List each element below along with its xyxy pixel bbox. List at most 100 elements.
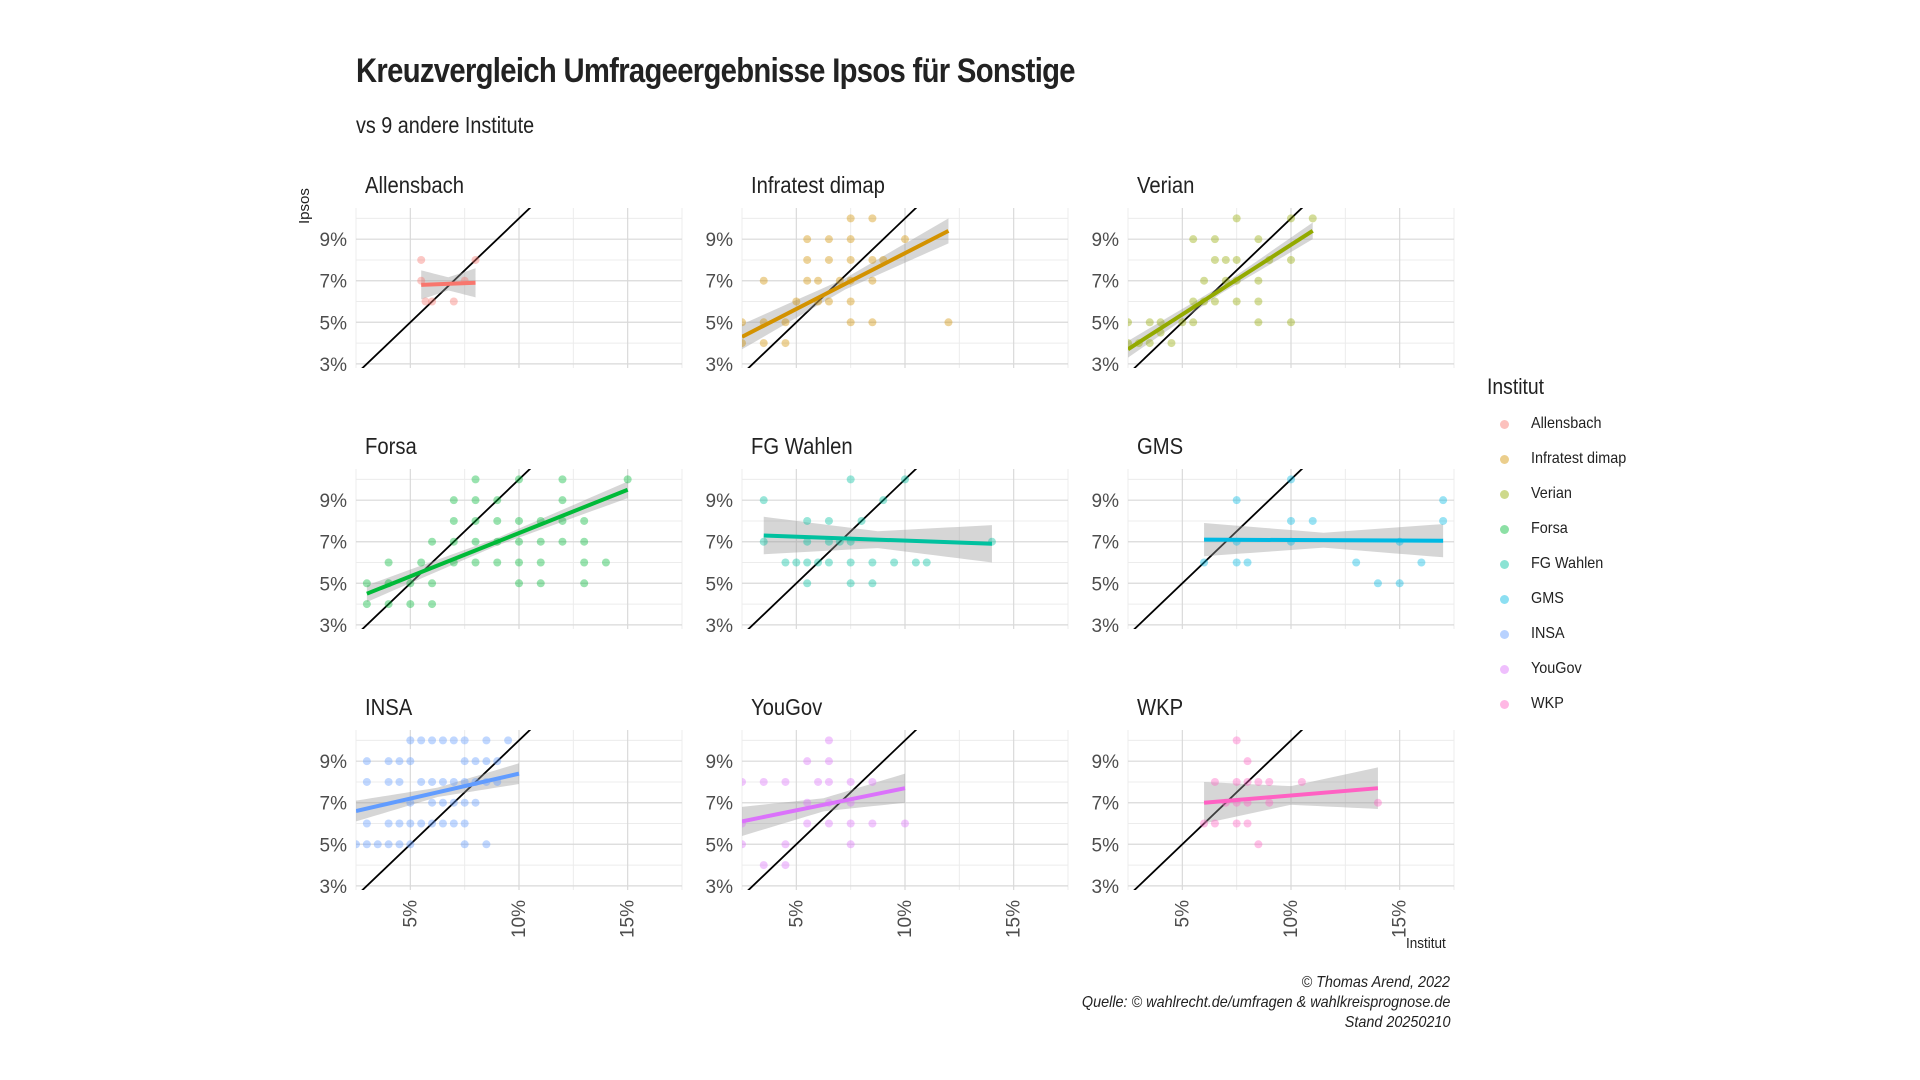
data-point: [362, 757, 371, 766]
data-point: [803, 276, 812, 285]
x-tick-label: 10%: [509, 900, 530, 938]
data-point: [395, 777, 404, 786]
data-point: [471, 516, 480, 525]
data-point: [460, 757, 469, 766]
data-point: [536, 537, 545, 546]
data-point: [901, 475, 909, 484]
data-point: [1210, 235, 1219, 244]
reference-line-y-equals-x: [361, 469, 532, 629]
data-point: [803, 558, 812, 567]
data-point: [824, 255, 833, 264]
y-tick-label: 5%: [320, 313, 348, 334]
data-point: [835, 276, 844, 285]
legend-key-dot: [1500, 664, 1509, 674]
data-point: [814, 558, 823, 567]
panel-infratest-dimap: 3% 5% 7% 9%: [706, 208, 1069, 376]
data-point: [438, 798, 447, 807]
legend-key-dot: [1500, 524, 1509, 534]
data-point: [1439, 496, 1448, 505]
y-tick-label: 5%: [706, 574, 734, 595]
data-point: [1221, 255, 1230, 264]
data-point: [428, 777, 437, 786]
x-tick-label: 10%: [1281, 900, 1302, 938]
data-point: [471, 496, 480, 505]
data-point: [803, 537, 812, 546]
data-point: [395, 757, 404, 766]
data-point: [384, 840, 393, 849]
data-point: [1189, 297, 1198, 306]
data-point: [406, 840, 415, 849]
data-point: [759, 537, 768, 546]
panel-title: Verian: [1137, 172, 1195, 198]
data-point: [846, 235, 855, 244]
x-axis-title: Institut: [1406, 935, 1446, 952]
legend-item: WKP: [1500, 692, 1567, 716]
y-tick-label: 7%: [320, 533, 348, 554]
panel-verian: 3% 5% 7% 9%: [1092, 208, 1455, 376]
panel-fg-wahlen: 3% 5% 7% 9%: [706, 469, 1069, 637]
data-point: [395, 840, 404, 849]
legend-label: Forsa: [1531, 520, 1568, 537]
data-point: [1232, 558, 1241, 567]
y-tick-label: 9%: [1092, 230, 1120, 251]
y-axis-title: Ipsos: [296, 188, 313, 224]
data-point: [417, 276, 426, 285]
data-point: [449, 537, 458, 546]
data-point: [824, 235, 833, 244]
panel-title: FG Wahlen: [751, 433, 853, 459]
legend-item: Infratest dimap: [1500, 447, 1637, 471]
data-point: [515, 537, 523, 546]
data-point: [846, 297, 855, 306]
panel-yougov: 3% 5% 7% 9% 5% 10% 15%: [706, 730, 1069, 938]
data-point: [384, 558, 393, 567]
data-point: [493, 496, 502, 505]
data-point: [814, 777, 823, 786]
caption-date: Stand 20250210: [1344, 1014, 1450, 1031]
data-point: [868, 579, 877, 588]
x-tick-label: 10%: [895, 900, 916, 938]
caption-author: © Thomas Arend, 2022: [1301, 974, 1450, 991]
data-point: [515, 475, 523, 484]
data-point: [1232, 777, 1241, 786]
y-tick-label: 7%: [1092, 272, 1120, 293]
data-point: [471, 558, 480, 567]
legend-key-dot: [1500, 699, 1509, 709]
data-point: [1243, 757, 1252, 766]
panel-title: Forsa: [365, 433, 417, 459]
panel-title: GMS: [1137, 433, 1184, 459]
data-point: [857, 516, 866, 525]
data-point: [1167, 339, 1176, 348]
trend-line: [763, 533, 993, 546]
x-tick-label: 5%: [786, 900, 807, 928]
data-point: [580, 579, 589, 588]
data-point: [803, 579, 812, 588]
data-point: [558, 496, 567, 505]
trend-line: [366, 487, 629, 596]
data-point: [1417, 558, 1426, 567]
data-point: [781, 318, 790, 327]
panel-title: Infratest dimap: [751, 172, 885, 198]
data-point: [362, 777, 371, 786]
panel-forsa: 3% 5% 7% 9%: [320, 469, 683, 637]
data-point: [1254, 318, 1263, 327]
data-point: [1243, 777, 1252, 786]
data-point: [901, 819, 909, 828]
y-tick-label: 7%: [706, 533, 734, 554]
y-tick-label: 5%: [320, 574, 348, 595]
reference-line-y-equals-x: [747, 469, 918, 629]
data-point: [1243, 558, 1252, 567]
legend-label: Infratest dimap: [1531, 450, 1627, 467]
y-tick-label: 5%: [320, 835, 348, 856]
data-point: [868, 276, 877, 285]
panel-allensbach: 3% 5% 7% 9%: [320, 208, 683, 376]
data-point: [449, 798, 458, 807]
trend-line: [1128, 229, 1314, 351]
data-point: [438, 736, 447, 745]
data-point: [759, 496, 768, 505]
y-tick-label: 3%: [1092, 877, 1120, 898]
data-point: [471, 475, 480, 484]
data-point: [868, 214, 877, 223]
data-point: [846, 318, 855, 327]
data-point: [406, 736, 415, 745]
data-point: [846, 558, 855, 567]
